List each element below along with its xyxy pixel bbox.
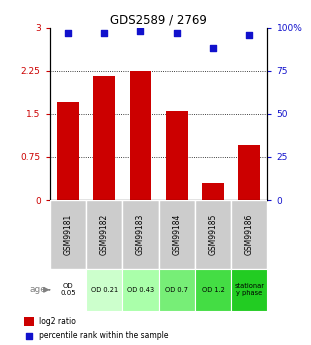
Bar xyxy=(86,200,122,269)
Point xyxy=(26,333,31,338)
Bar xyxy=(93,77,115,200)
Bar xyxy=(159,269,195,310)
Bar xyxy=(166,111,188,200)
Bar xyxy=(50,269,86,310)
Text: stationar
y phase: stationar y phase xyxy=(234,283,264,296)
Bar xyxy=(50,200,86,269)
Point xyxy=(138,28,143,34)
Title: GDS2589 / 2769: GDS2589 / 2769 xyxy=(110,13,207,27)
Text: GSM99186: GSM99186 xyxy=(245,214,254,255)
Bar xyxy=(231,269,267,310)
Text: GSM99182: GSM99182 xyxy=(100,214,109,255)
Text: OD 0.7: OD 0.7 xyxy=(165,287,188,293)
Bar xyxy=(122,200,159,269)
Bar xyxy=(195,269,231,310)
Bar xyxy=(24,317,34,326)
Bar xyxy=(231,200,267,269)
Bar xyxy=(195,200,231,269)
Text: GSM99185: GSM99185 xyxy=(209,214,217,255)
Point xyxy=(247,32,252,37)
Bar xyxy=(130,71,151,200)
Point xyxy=(65,30,70,36)
Text: OD
0.05: OD 0.05 xyxy=(60,283,76,296)
Bar xyxy=(239,146,260,200)
Bar xyxy=(86,269,122,310)
Text: percentile rank within the sample: percentile rank within the sample xyxy=(39,331,169,340)
Bar xyxy=(202,183,224,200)
Text: OD 1.2: OD 1.2 xyxy=(202,287,225,293)
Text: GSM99184: GSM99184 xyxy=(172,214,181,255)
Text: GSM99181: GSM99181 xyxy=(63,214,72,255)
Text: GSM99183: GSM99183 xyxy=(136,214,145,255)
Text: OD 0.43: OD 0.43 xyxy=(127,287,154,293)
Point xyxy=(102,30,107,36)
Text: age: age xyxy=(29,285,46,294)
Bar xyxy=(159,200,195,269)
Bar xyxy=(122,269,159,310)
Point xyxy=(211,46,216,51)
Text: log2 ratio: log2 ratio xyxy=(39,317,76,326)
Point xyxy=(174,30,179,36)
Text: OD 0.21: OD 0.21 xyxy=(91,287,118,293)
Bar xyxy=(57,102,79,200)
